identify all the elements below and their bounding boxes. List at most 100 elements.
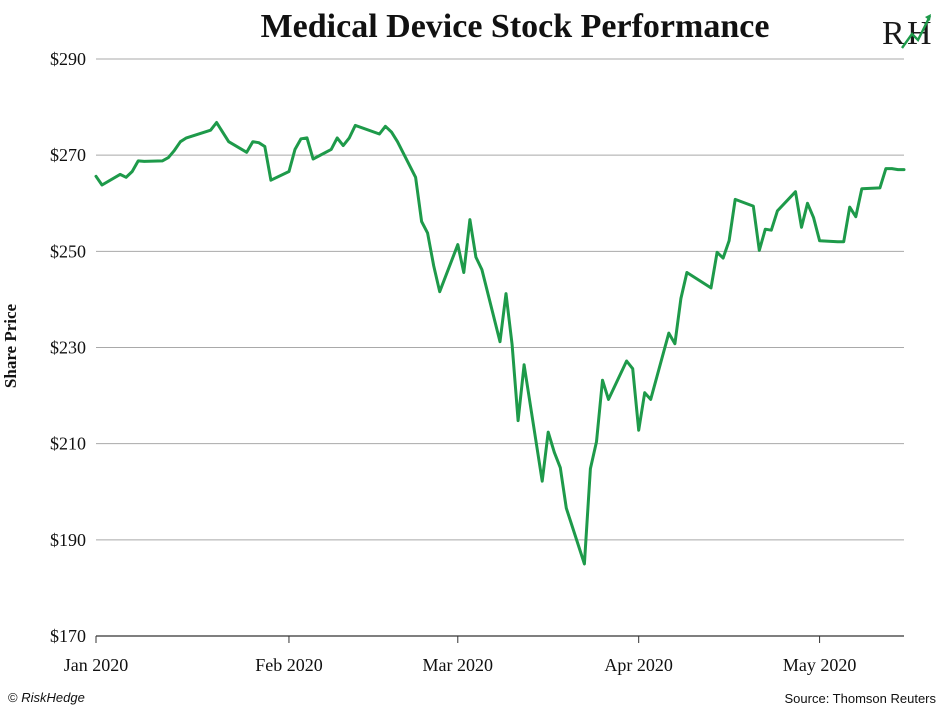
data-point bbox=[643, 391, 646, 394]
riskhedge-logo: R H bbox=[882, 14, 932, 52]
y-tick-label: $210 bbox=[50, 434, 86, 454]
data-point bbox=[221, 130, 224, 134]
data-point bbox=[764, 228, 767, 231]
data-point bbox=[541, 480, 544, 483]
x-tick-label: Feb 2020 bbox=[255, 655, 323, 675]
data-point bbox=[884, 167, 888, 170]
data-point bbox=[161, 159, 164, 163]
data-point bbox=[818, 239, 821, 242]
y-tick-label: $250 bbox=[50, 241, 86, 261]
data-point bbox=[595, 440, 598, 443]
data-point bbox=[842, 240, 845, 243]
data-point bbox=[565, 506, 568, 510]
data-point bbox=[257, 141, 260, 144]
data-point bbox=[715, 251, 719, 254]
data-point bbox=[414, 176, 417, 179]
x-tick-label: Jan 2020 bbox=[64, 655, 129, 675]
data-point bbox=[390, 130, 393, 134]
data-point bbox=[510, 343, 514, 346]
data-point bbox=[173, 149, 176, 152]
data-point bbox=[522, 363, 526, 366]
data-point bbox=[480, 268, 484, 271]
copyright-symbol: © bbox=[8, 690, 18, 705]
x-tick-label: Apr 2020 bbox=[604, 655, 673, 675]
y-tick-label: $230 bbox=[50, 338, 86, 358]
data-point bbox=[456, 243, 459, 246]
y-axis-title: Share Price bbox=[1, 303, 20, 389]
data-point bbox=[167, 156, 170, 159]
data-point bbox=[800, 226, 803, 229]
data-point bbox=[589, 467, 592, 470]
data-point bbox=[806, 202, 809, 205]
data-point bbox=[100, 183, 104, 187]
series-line bbox=[94, 121, 906, 566]
data-point bbox=[860, 187, 863, 190]
data-point bbox=[124, 176, 128, 179]
data-point bbox=[758, 249, 761, 252]
series bbox=[94, 121, 906, 566]
data-point bbox=[354, 124, 357, 127]
data-point bbox=[330, 148, 333, 151]
data-point bbox=[215, 121, 218, 124]
data-point bbox=[685, 271, 689, 274]
data-point bbox=[432, 264, 435, 267]
data-point bbox=[902, 168, 906, 171]
data-point bbox=[438, 290, 441, 293]
data-point bbox=[516, 419, 520, 422]
y-tick-label: $190 bbox=[50, 530, 86, 550]
y-tick-label: $170 bbox=[50, 626, 86, 646]
data-point bbox=[251, 140, 254, 143]
data-point bbox=[348, 136, 351, 140]
data-point bbox=[679, 297, 683, 300]
data-point bbox=[776, 209, 779, 213]
data-point bbox=[299, 137, 303, 140]
data-point bbox=[504, 292, 508, 295]
data-point bbox=[836, 240, 839, 243]
data-point bbox=[770, 229, 773, 232]
data-point bbox=[812, 216, 815, 219]
data-point bbox=[752, 204, 755, 208]
data-point bbox=[673, 342, 677, 345]
data-point bbox=[890, 167, 894, 170]
data-point bbox=[649, 398, 652, 401]
x-tick-label: Mar 2020 bbox=[423, 655, 494, 675]
data-point bbox=[734, 198, 737, 201]
data-point bbox=[269, 179, 273, 182]
y-tick-labels: $170 $190 $210 $230 $250 $270 $290 bbox=[50, 49, 86, 646]
data-point bbox=[848, 205, 851, 209]
logo-lettering: R bbox=[882, 15, 905, 52]
data-point bbox=[727, 239, 731, 242]
copyright-note: © RiskHedge bbox=[8, 690, 85, 705]
data-point bbox=[553, 451, 556, 454]
data-point bbox=[209, 129, 212, 132]
data-point bbox=[878, 186, 882, 190]
data-point bbox=[185, 136, 188, 140]
data-point bbox=[179, 140, 182, 143]
data-point bbox=[559, 466, 562, 469]
x-tick-labels: Jan 2020 Feb 2020 Mar 2020 Apr 2020 May 2020 bbox=[64, 636, 856, 675]
data-point bbox=[625, 359, 628, 363]
data-point bbox=[667, 331, 670, 335]
data-point bbox=[227, 140, 230, 143]
data-point bbox=[601, 379, 604, 382]
data-point bbox=[721, 256, 725, 260]
data-point bbox=[426, 231, 429, 235]
data-point bbox=[498, 340, 502, 343]
data-point bbox=[94, 175, 98, 178]
data-point bbox=[311, 157, 315, 161]
data-point bbox=[118, 173, 122, 176]
data-point bbox=[143, 160, 146, 163]
y-tick-label: $270 bbox=[50, 145, 86, 165]
source-note: Source: Thomson Reuters bbox=[784, 691, 937, 706]
data-point bbox=[245, 151, 248, 154]
data-point bbox=[384, 125, 387, 128]
data-point bbox=[293, 148, 297, 151]
data-point bbox=[631, 367, 634, 370]
data-point bbox=[420, 220, 423, 223]
data-point bbox=[547, 430, 550, 434]
data-point bbox=[287, 170, 291, 173]
data-point bbox=[854, 215, 857, 218]
data-point bbox=[896, 168, 900, 171]
